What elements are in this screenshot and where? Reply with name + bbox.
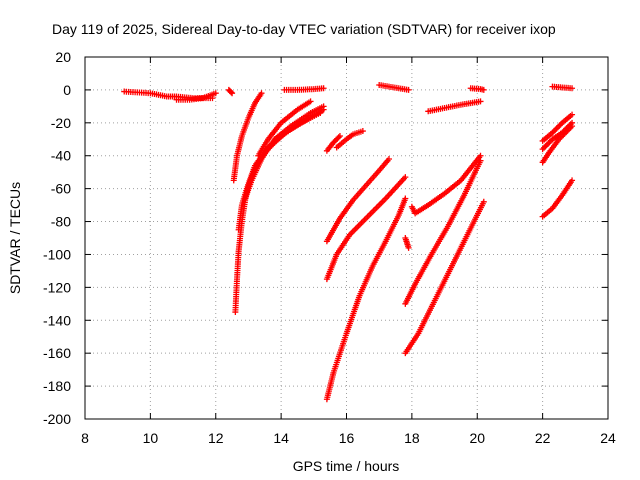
plus-marker [569,111,576,118]
plus-marker [477,98,484,105]
plus-marker [545,140,552,147]
series-arc-16 [402,235,412,251]
plus-marker [385,156,392,163]
y-tick-label: 0 [63,82,71,98]
series-arc-11 [333,128,366,151]
x-tick-label: 16 [339,430,355,446]
y-tick-label: -140 [43,312,71,328]
y-tick-label: 20 [55,49,71,65]
plus-marker [320,103,327,110]
x-tick-label: 24 [600,430,616,446]
plus-marker [405,244,412,251]
plus-marker [480,86,487,93]
plus-marker [336,132,343,139]
plus-marker [320,85,327,92]
plus-marker [229,90,236,97]
plus-marker [539,146,546,153]
plus-marker [569,177,576,184]
series-arc-17 [408,152,484,217]
plus-marker [543,141,550,148]
series-arc-24 [539,119,576,153]
y-tick-label: -100 [43,246,71,262]
series-arc-12 [376,81,412,93]
y-axis-label: SDTVAR / TECUs [7,182,23,294]
plus-marker [557,121,564,128]
y-tick-label: -80 [51,214,71,230]
plus-marker [569,119,576,126]
series-arc-2 [173,90,219,103]
y-tick-label: -160 [43,345,71,361]
series-arc-14 [323,174,409,283]
series-arc-13 [323,156,392,245]
plus-marker [555,124,562,131]
plus-marker [402,174,409,181]
plus-marker [405,86,412,93]
data-marks [121,81,576,403]
series-arc-9 [281,85,327,93]
x-tick-label: 12 [208,430,224,446]
series-arc-15 [323,195,409,403]
series-arc-26 [549,83,576,92]
plus-marker [546,139,553,146]
y-tick-label: -120 [43,279,71,295]
series-arc-4 [230,90,265,184]
plus-marker [359,128,366,135]
x-tick-label: 8 [81,430,89,446]
series-arc-25 [539,177,576,220]
plus-marker [402,195,409,202]
plus-marker [541,144,548,151]
plus-marker [335,134,342,141]
x-tick-label: 20 [469,430,485,446]
series-arc-7 [242,103,327,202]
series-arc-1 [121,88,216,102]
axis-ticks: 8 10 12 14 16 18 20 22 24-200-180-160-140-120-10… [43,49,616,446]
series-arc-8 [255,98,314,159]
plus-marker [477,157,484,164]
plus-marker [258,90,265,97]
y-tick-label: -180 [43,378,71,394]
x-tick-label: 14 [273,430,289,446]
y-tick-label: -40 [51,148,71,164]
plus-marker [542,143,549,150]
x-tick-label: 10 [143,430,159,446]
series-arc-23 [539,111,576,144]
plus-marker [228,89,235,96]
plus-marker [552,126,559,133]
y-tick-label: -200 [43,411,71,427]
series-arc-3 [225,86,236,97]
chart-title: Day 119 of 2025, Sidereal Day-to-day VTE… [52,21,556,37]
plus-marker [569,85,576,92]
x-tick-label: 22 [535,430,551,446]
x-axis-label: GPS time / hours [293,458,400,474]
plus-marker [550,128,557,135]
series-arc-21 [467,85,487,93]
plus-marker [307,98,314,105]
x-tick-label: 18 [404,430,420,446]
y-tick-label: -20 [51,115,71,131]
series-arc-19 [402,198,487,357]
series-arc-18 [402,157,484,307]
plus-marker [480,198,487,205]
series-arc-10 [323,132,343,154]
plus-marker [212,90,219,97]
plus-marker [553,125,560,132]
plus-marker [556,122,563,129]
series-arc-20 [425,98,484,115]
y-tick-label: -60 [51,181,71,197]
